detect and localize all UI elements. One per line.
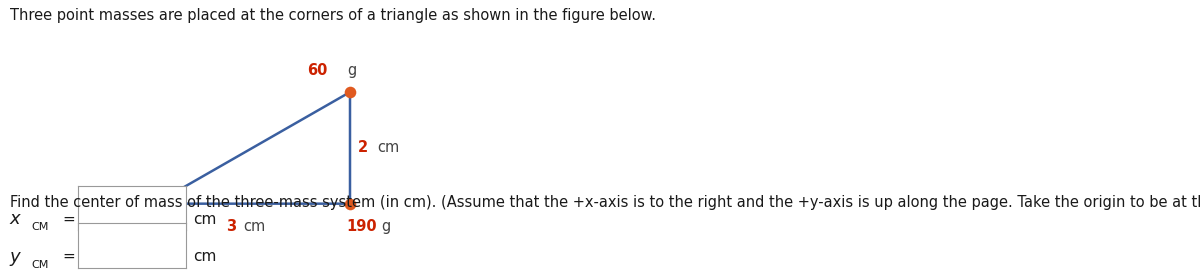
Text: 190: 190 [347,219,377,234]
Point [145,201,164,206]
Text: g: g [161,219,169,234]
Text: cm: cm [242,219,265,234]
Text: g: g [347,63,356,78]
Text: 2: 2 [358,140,368,155]
Text: g: g [382,219,390,234]
Text: =: = [62,211,76,227]
Text: x: x [10,210,20,228]
Text: Find the center of mass of the three-mass system (in cm). (Assume that the +x-ax: Find the center of mass of the three-mas… [10,195,1200,210]
Text: cm: cm [193,249,216,264]
Text: cm: cm [193,211,216,227]
Text: 3: 3 [226,219,236,234]
Text: CM: CM [31,222,48,232]
Text: 130: 130 [121,219,151,234]
Text: Three point masses are placed at the corners of a triangle as shown in the figur: Three point masses are placed at the cor… [10,8,655,23]
Point [341,201,360,206]
Point [341,90,360,94]
Text: 60: 60 [307,63,328,78]
Text: =: = [62,249,76,264]
Text: y: y [10,248,20,266]
Text: cm: cm [377,140,400,155]
Text: CM: CM [31,260,48,270]
